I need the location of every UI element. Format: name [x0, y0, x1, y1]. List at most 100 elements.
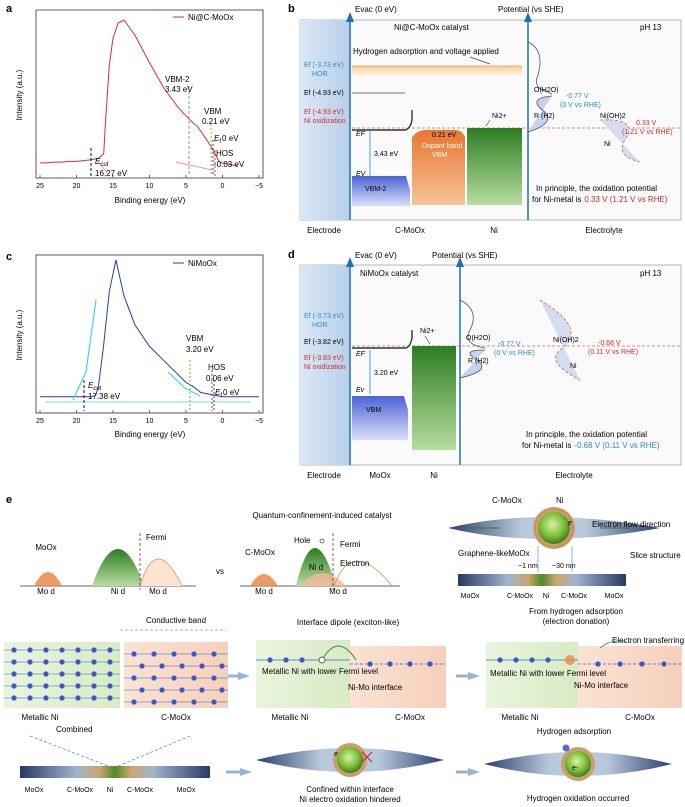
panel-d-ef-ni: Ef (-3.82 eV): [304, 339, 344, 346]
spindle-1nm: ~1 nm: [518, 563, 538, 570]
panel-c-hos-label: HOS: [208, 363, 225, 372]
band3-ni-block: [486, 642, 578, 708]
panel-d-ni-ox: Ni oxidization: [304, 364, 346, 371]
band2-mo-electron: [387, 661, 393, 667]
panel-b-efl: EF: [356, 131, 366, 138]
band3-mo-electron: [617, 661, 623, 667]
spindle-30nm: ~30 nm: [552, 563, 576, 570]
panel-b-ni-band: [467, 128, 522, 205]
panel-e-title: Quantum-confinement-induced catalyst: [252, 511, 392, 520]
band2-electrons: [267, 657, 433, 667]
dos2-cmoox: C-MoOx: [245, 548, 275, 557]
panel-b-ef-ox: Ef (-4.93 eV): [304, 109, 344, 116]
dos-vs: vs: [216, 567, 224, 576]
strip1-label-2: C-MoOx: [507, 593, 534, 600]
panel-c-vbm-label: VBM: [186, 334, 204, 343]
panel-b-ef-band-edge: [352, 110, 413, 131]
panel-a-ylabel: Intensity (a.u.): [15, 69, 24, 120]
band3-transfer-arrow: [599, 640, 627, 649]
band1-ni-electron: [43, 695, 49, 701]
band3-mo-electron: [639, 661, 645, 667]
panel-c-letter: c: [6, 251, 12, 263]
dos1-mo-peak-right: [139, 558, 183, 587]
panel-b-principle-1: In principle, the oxidation potential: [536, 184, 657, 193]
panel-b-gap: 3.43 eV: [374, 151, 398, 158]
panel-a-ticks: 25 20 15 10 5 0 −5: [36, 175, 263, 190]
panel-d-ef-hor: Ef (-3.73 eV): [304, 313, 344, 320]
band1-ni-electron: [75, 671, 81, 677]
spindle-core: [538, 512, 570, 544]
band1-ni-electron: [43, 647, 49, 653]
panel-b-letter: b: [288, 3, 295, 15]
band1-cmoox: C-MoOx: [161, 713, 191, 722]
panel-a-xlabel: Binding energy (eV): [115, 196, 186, 205]
band2-dipole: Interface dipole (exciton-like): [297, 618, 400, 627]
panel-d-bottom-ni: Ni: [430, 471, 438, 480]
band1-mo-electron: [151, 651, 157, 657]
panel-b-pot1-rhe: (0 V vs RHE): [560, 102, 601, 109]
band3-mo-electron: [661, 661, 667, 667]
band1-ni-electron: [107, 683, 113, 689]
strip2-label-2: C-MoOx: [67, 787, 94, 794]
panel-d-hor: HOR: [312, 322, 328, 329]
band1-ni-electron: [43, 683, 49, 689]
panel-d-ni2-pointer: [424, 335, 431, 345]
panel-d-pot2-rhe: (0.11 V vs RHE): [588, 349, 638, 356]
panel-b-principle-2: for Ni-metal is 0.33 V (1.21 V vs RHE): [532, 195, 668, 204]
panel-d-bottom-electrolyte: Electrolyte: [555, 471, 593, 480]
panel-c-ecut-value: 17.38 eV: [88, 392, 121, 401]
panel-b-vbm2-band: [352, 176, 410, 206]
panel-b-potential-arrow: [524, 12, 532, 22]
panel-b-dopant-gap: 0.21 eV: [432, 132, 456, 139]
flow-arrow-4: [468, 768, 480, 776]
panel-d-potential-arrow: [456, 257, 464, 267]
panel-d-pot1: -0.77 V: [498, 341, 521, 348]
panel-a: a Intensity (a.u.) Binding energy (eV) 2…: [6, 3, 264, 205]
panel-b-bottom-ni: Ni: [490, 226, 498, 235]
dos2-fermi: Fermi: [340, 540, 361, 549]
panel-a-ecut-symbol: Ecut: [95, 157, 109, 168]
panel-d-potential: Potential (vs SHE): [432, 251, 498, 260]
band1-mo-electron: [171, 675, 177, 681]
band3-hads: Hydrogen adsorption: [537, 727, 611, 736]
panel-b: b Evac (0 eV) Potential (vs SHE) Ni@C-Mo…: [288, 3, 682, 235]
band1-mo-electron: [219, 687, 225, 693]
band1-ni-electron: [107, 671, 113, 677]
band1-mo-electron: [159, 663, 165, 669]
panel-d-principle-1: In principle, the oxidation potential: [526, 430, 647, 439]
band3-cmoox: C-MoOx: [625, 713, 655, 722]
panel-a-xtick-label-1: 20: [73, 183, 81, 190]
dos2-mod: Mo d: [255, 587, 273, 596]
panel-a-vbm-value: 0.21 eV: [202, 117, 230, 126]
spindle-electron: e: [568, 520, 572, 527]
dos1-mod2: Mo d: [149, 587, 167, 596]
panel-d-principle-2: for Ni-metal is -0.68 V (0.11 V vs RHE): [522, 441, 660, 450]
band1-mo-electron: [199, 663, 205, 669]
dos1-mo-peak-left: [34, 572, 62, 586]
band1-mo-block: [124, 642, 228, 708]
panel-d-electrode: [300, 265, 350, 465]
flow-arrow-1: [238, 672, 250, 680]
band3-interface: Ni-Mo interface: [574, 681, 629, 690]
panel-a-vbm2-value: 3.43 eV: [165, 85, 193, 94]
panel-c-xtick-label-4: 5: [184, 418, 188, 425]
panel-c-ticks: 25 20 15 10 5 0 −5: [36, 410, 263, 425]
band1-ni-electron: [107, 695, 113, 701]
panel-b-ni: Ni: [604, 141, 611, 148]
band1-ni-electron: [27, 671, 33, 677]
dos2-mo-peak-left: [250, 574, 278, 586]
flow-arrow-2: [468, 672, 480, 680]
dos1-nid: Ni d: [111, 587, 125, 596]
panel-b-ni2: Ni2+: [492, 113, 507, 120]
band1-ni-electron: [59, 659, 65, 665]
dos2-nid: Ni d: [309, 563, 323, 572]
panel-b-vbm2: VBM-2: [365, 186, 387, 193]
band1-mo-electron: [131, 651, 137, 657]
panel-d-vbm: VBM: [366, 407, 381, 414]
panel-b-rh2-curve: [527, 95, 553, 133]
band1-mo-electron: [191, 651, 197, 657]
band1-ni-electron: [91, 683, 97, 689]
band3-mo-electron: [595, 661, 601, 667]
dos2-mo-peak-right: [333, 560, 393, 587]
